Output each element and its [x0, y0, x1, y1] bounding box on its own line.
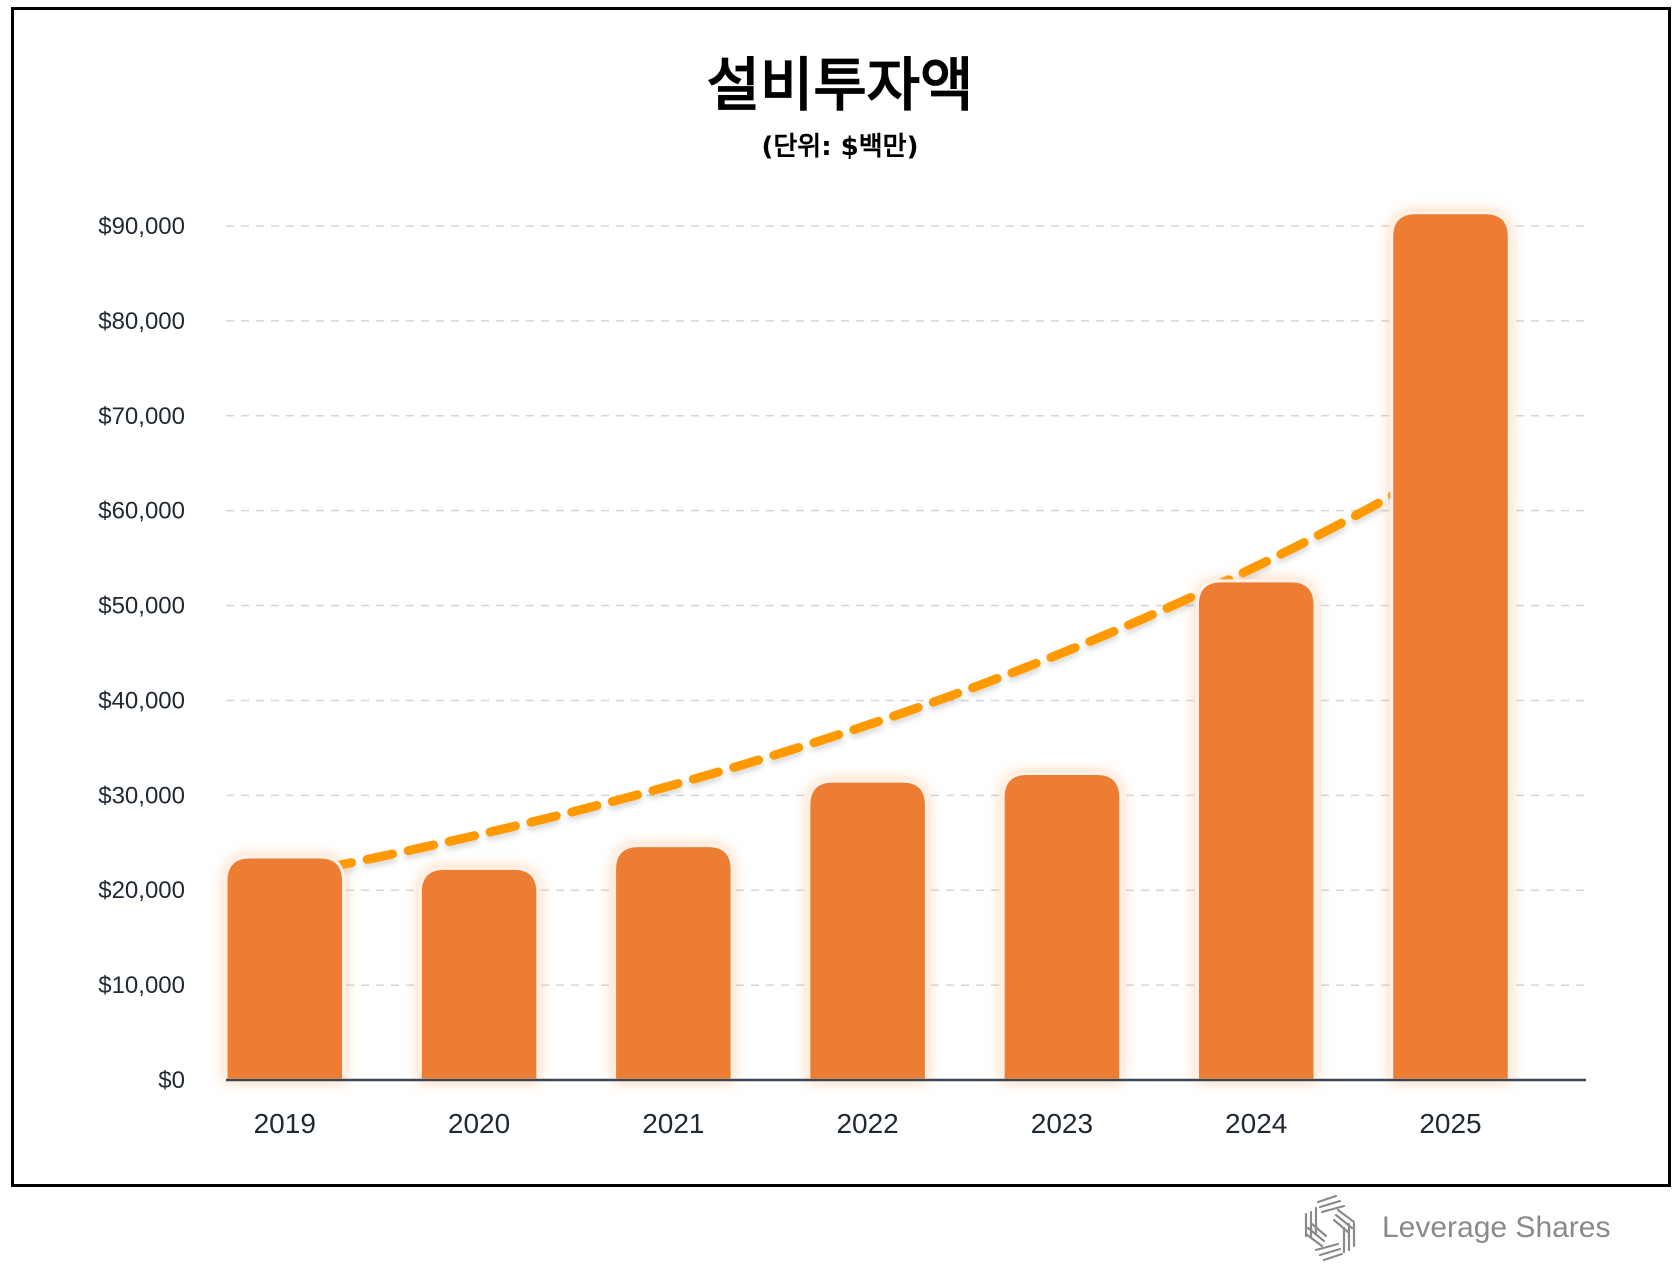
chart-title: 설비투자액 [707, 51, 974, 119]
bar-2020 [418, 866, 540, 1082]
x-tick-label: 2021 [642, 1108, 704, 1139]
bar-2023 [1001, 772, 1123, 1082]
y-tick-label: $40,000 [98, 687, 185, 714]
trend-line-layer [280, 457, 1455, 881]
y-tick-label: $50,000 [98, 593, 185, 620]
x-tick-label: 2019 [254, 1108, 316, 1139]
x-axis-ticks: 2019 2020 2021 2022 2023 2024 2025 [254, 1108, 1482, 1139]
y-tick-label: $20,000 [98, 877, 185, 904]
bar-2025 [1390, 211, 1511, 1082]
y-tick-label: $0 [158, 1067, 185, 1094]
bar-2019 [224, 855, 346, 1082]
y-tick-label: $60,000 [98, 498, 185, 525]
y-tick-label: $70,000 [98, 403, 185, 430]
x-tick-label: 2023 [1031, 1108, 1093, 1139]
x-tick-label: 2020 [448, 1108, 510, 1139]
x-tick-label: 2025 [1419, 1108, 1481, 1139]
y-tick-label: $30,000 [98, 782, 185, 809]
bars [224, 211, 1511, 1082]
x-tick-label: 2024 [1225, 1108, 1287, 1139]
bar-2022 [807, 779, 928, 1082]
brand-logo: Leverage Shares [1300, 1194, 1611, 1262]
y-axis-ticks: $0 $10,000 $20,000 $30,000 $40,000 $50,000 $60… [98, 213, 185, 1094]
bar-2024 [1195, 579, 1317, 1082]
bar-2021 [613, 844, 734, 1082]
trend-line [280, 457, 1455, 881]
x-tick-label: 2022 [836, 1108, 898, 1139]
leverage-shares-logo-icon [1304, 1194, 1356, 1262]
brand-name: Leverage Shares [1382, 1211, 1611, 1244]
chart-subtitle: (단위: $백만) [762, 132, 919, 162]
y-tick-label: $10,000 [98, 972, 185, 999]
y-tick-label: $80,000 [98, 308, 185, 335]
y-tick-label: $90,000 [98, 213, 185, 240]
